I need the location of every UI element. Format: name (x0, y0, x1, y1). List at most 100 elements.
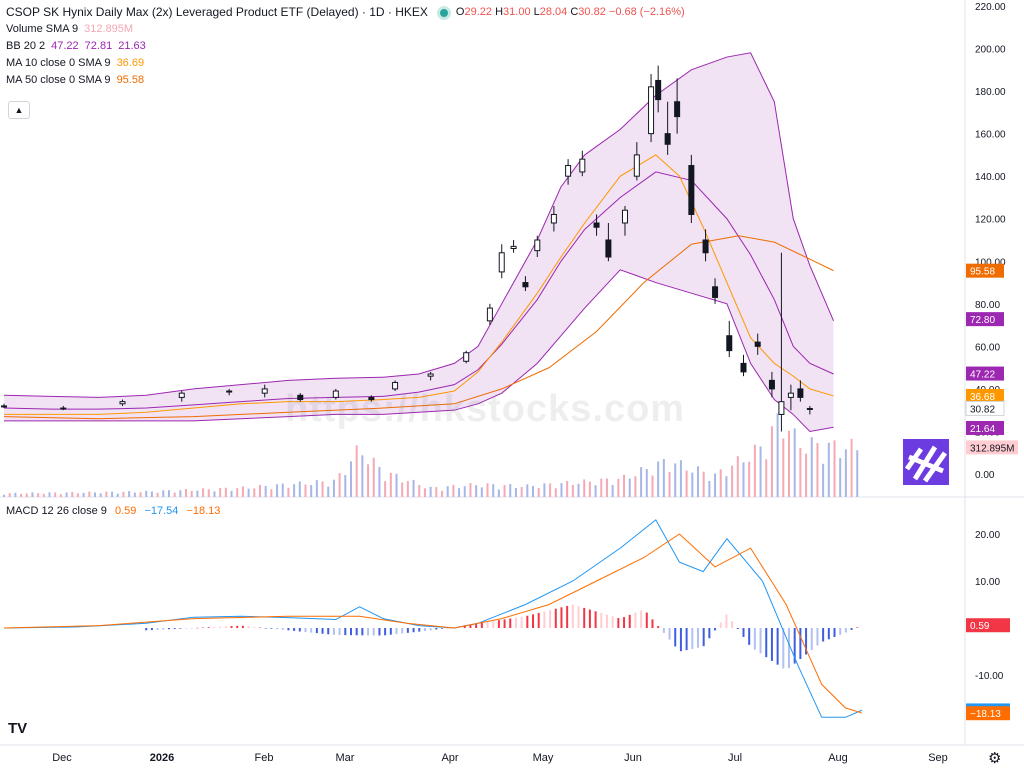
macd-histogram-bar (634, 612, 637, 628)
candle-body[interactable] (702, 239, 709, 254)
legend-volume[interactable]: Volume SMA 9 312.895M (6, 21, 685, 38)
macd-histogram-bar (753, 628, 756, 650)
candle-body[interactable] (498, 252, 505, 273)
volume-bar (571, 484, 574, 497)
candle-body[interactable] (674, 101, 681, 118)
volume-bar (446, 486, 449, 497)
volume-bar (514, 487, 517, 497)
volume-bar (270, 489, 273, 497)
macd-histogram-bar (543, 611, 546, 628)
macd-histogram-bar (241, 625, 244, 628)
candle-body[interactable] (797, 388, 804, 398)
candle-body[interactable] (534, 239, 541, 252)
volume-bar (344, 475, 347, 497)
candle-body[interactable] (261, 388, 268, 394)
volume-bar (634, 476, 637, 497)
macd-histogram-bar (247, 626, 250, 628)
volume-bar (435, 487, 438, 497)
candle-body[interactable] (392, 382, 399, 390)
candle-body[interactable] (486, 307, 493, 322)
volume-bar (88, 491, 91, 497)
volume-bar (94, 492, 97, 497)
candle-body[interactable] (621, 209, 628, 224)
macd-legend[interactable]: MACD 12 26 close 9 0.59 −17.54 −18.13 (6, 505, 225, 517)
volume-bar (8, 493, 11, 497)
tradingview-logo[interactable]: TV (8, 720, 28, 737)
candle-body[interactable] (768, 379, 775, 390)
candle-body[interactable] (463, 352, 470, 362)
legend-collapse-button[interactable]: ▲ (8, 101, 30, 119)
candle-body[interactable] (740, 362, 747, 373)
bb-label[interactable]: BB 20 2 (6, 40, 46, 52)
macd-histogram-bar (645, 612, 648, 628)
volume-value: 312.895M (84, 23, 134, 35)
volume-bar (765, 459, 768, 497)
candle-body[interactable] (565, 165, 572, 177)
candle-body[interactable] (297, 394, 304, 401)
volume-label[interactable]: Volume SMA 9 (6, 23, 79, 35)
candle-body[interactable] (522, 282, 529, 288)
candle-body[interactable] (787, 392, 794, 398)
volume-bar (349, 461, 352, 497)
legend-ma10[interactable]: MA 10 close 0 SMA 9 36.69 (6, 55, 685, 72)
candle-body[interactable] (510, 245, 517, 250)
candle-body[interactable] (806, 407, 813, 410)
macd-histogram-bar (435, 628, 438, 630)
candle-body[interactable] (332, 390, 339, 398)
volume-bar (25, 493, 28, 497)
legend-ma50[interactable]: MA 50 close 0 SMA 9 95.58 (6, 72, 685, 89)
candle-body[interactable] (226, 390, 233, 393)
macd-histogram-bar (685, 628, 688, 651)
candle-body[interactable] (754, 341, 761, 347)
volume-bar (623, 474, 626, 497)
macd-histogram-bar (651, 619, 654, 628)
candle-body[interactable] (550, 213, 557, 224)
volume-bar (48, 492, 51, 497)
gear-icon[interactable]: ⚙ (988, 750, 1002, 767)
candle-body[interactable] (655, 79, 662, 101)
candle-body[interactable] (648, 86, 655, 135)
volume-bar (850, 438, 853, 497)
candle-body[interactable] (60, 407, 67, 410)
volume-bar (605, 478, 608, 497)
ma50-label[interactable]: MA 50 close 0 SMA 9 (6, 74, 111, 86)
macd-histogram-bar (588, 609, 591, 628)
volume-bar (617, 478, 620, 497)
candle-body[interactable] (579, 158, 586, 173)
macd-histogram-bar (475, 623, 478, 628)
volume-bar (20, 493, 23, 497)
candle-body[interactable] (368, 396, 375, 401)
candle-body[interactable] (778, 401, 785, 415)
volume-bar (338, 473, 341, 497)
volume-bar (224, 487, 227, 497)
legend-bb[interactable]: BB 20 2 47.22 72.81 21.63 (6, 38, 685, 55)
volume-bar (293, 484, 296, 497)
price-tag (966, 440, 1018, 455)
candle-body[interactable] (178, 392, 185, 398)
volume-bar (640, 467, 643, 497)
time-axis-label: Apr (441, 752, 458, 764)
candle-body[interactable] (664, 133, 671, 145)
volume-bar (207, 489, 210, 497)
candle-body[interactable] (712, 286, 719, 298)
time-axis-label: Jul (728, 752, 742, 764)
candle-body[interactable] (593, 222, 600, 228)
candle-body[interactable] (1, 405, 7, 408)
ma10-label[interactable]: MA 10 close 0 SMA 9 (6, 57, 111, 69)
candle-body[interactable] (688, 165, 695, 215)
macd-histogram-bar (549, 610, 552, 628)
candle-body[interactable] (633, 154, 640, 177)
volume-bar (156, 492, 159, 497)
candle-body[interactable] (427, 373, 434, 377)
candle-body[interactable] (119, 401, 126, 405)
price-axis-tick: 120.00 (975, 215, 1006, 226)
legend-title-row[interactable]: CSOP SK Hynix Daily Max (2x) Leveraged P… (6, 4, 685, 21)
candle-body[interactable] (726, 335, 733, 352)
price-tag (966, 388, 1004, 403)
candle-body[interactable] (605, 239, 612, 258)
price-tag (965, 400, 1005, 416)
market-status-icon[interactable] (439, 8, 448, 17)
macd-label[interactable]: MACD 12 26 close 9 (6, 505, 107, 517)
symbol-title[interactable]: CSOP SK Hynix Daily Max (2x) Leveraged P… (6, 5, 428, 19)
